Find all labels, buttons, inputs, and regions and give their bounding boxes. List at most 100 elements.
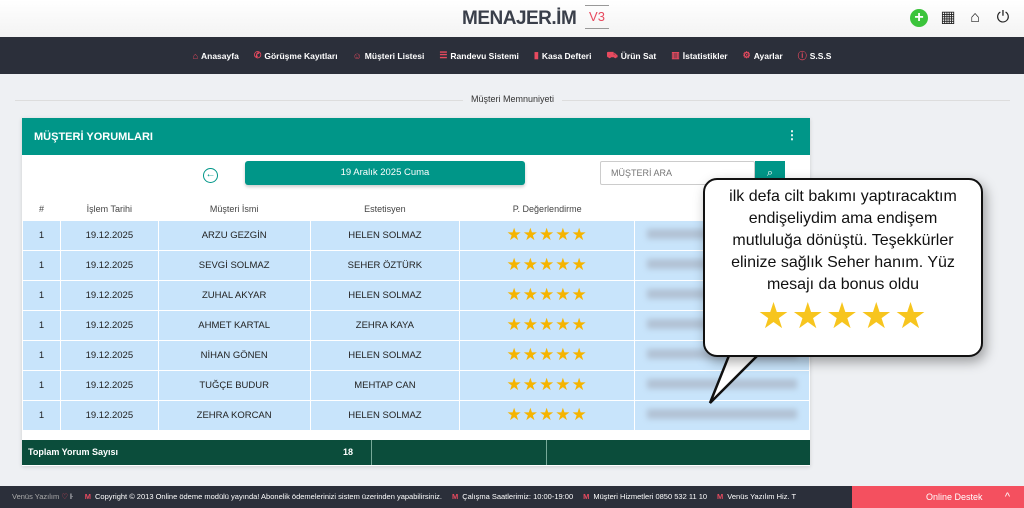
row-number: 1 [22, 219, 61, 251]
nav-label: Randevu Sistemi [450, 50, 519, 61]
footer-ticker: Venüs Yazılım ♡ ŀ M Copyright © 2013 Onli… [0, 486, 1024, 508]
table-row[interactable]: 1 19.12.2025 NİHAN GÖNEN HELEN SOLMAZ ★★★★★ [22, 339, 810, 371]
bubble-rating-stars: ★★★★★ [757, 295, 929, 336]
footer-item: Venüs Yazılım Hiz. T [727, 492, 797, 501]
rating-stars: ★★★★★ [459, 369, 636, 401]
table-row[interactable]: 1 19.12.2025 ARZU GEZGİN HELEN SOLMAZ ★★★★★ [22, 219, 810, 251]
table-row[interactable]: 1 19.12.2025 SEVGİ SOLMAZ SEHER ÖZTÜRK ★★★★★ [22, 249, 810, 281]
nav-icon: ▥ [671, 50, 680, 60]
footer-logo-icon: M [451, 492, 459, 501]
online-support-button[interactable]: Online Destek ^ [852, 486, 1024, 508]
nav-item[interactable]: ☰ Randevu Sistemi [439, 50, 519, 61]
column-header[interactable]: Müşteri İsmi [209, 203, 259, 214]
date-button[interactable]: 19 Aralık 2025 Cuma [245, 161, 525, 185]
comment-cell [634, 399, 810, 431]
rating-stars: ★★★★★ [459, 399, 636, 431]
nav-item[interactable]: ⓘ S.S.S [798, 49, 832, 62]
footer-brand: Venüs Yazılım [12, 492, 60, 501]
nav-item[interactable]: ✆ Görüşme Kayıtları [254, 50, 338, 61]
staff-name: HELEN SOLMAZ [309, 399, 461, 431]
nav-icon: ⛟ [606, 49, 618, 60]
comment-bubble: ilk defa cilt bakımı yaptıracaktım endiş… [703, 178, 983, 357]
total-value: 18 [342, 447, 353, 457]
transaction-date: 19.12.2025 [59, 339, 159, 371]
customer-name: TUĞÇE BUDUR [157, 369, 311, 401]
table-row[interactable]: 1 19.12.2025 AHMET KARTAL ZEHRA KAYA ★★★★★ [22, 309, 810, 341]
section-title: Müşteri Memnuniyeti [463, 94, 563, 104]
staff-name: HELEN SOLMAZ [309, 219, 461, 251]
nav-item[interactable]: ⌂ Anasayfa [193, 51, 239, 61]
top-header: MENAJER.İM V3 + ▦ ⌂ ⏻ [0, 0, 1024, 37]
nav-item[interactable]: ▥ İstatistikler [671, 50, 727, 61]
nav-icon: ☰ [439, 50, 448, 60]
column-header[interactable]: # [38, 203, 44, 214]
nav-label: Anasayfa [201, 50, 239, 61]
chevron-up-icon: ^ [1004, 491, 1010, 503]
table-row[interactable]: 1 19.12.2025 TUĞÇE BUDUR MEHTAP CAN ★★★★★ [22, 369, 810, 401]
nav-label: Görüşme Kayıtları [264, 50, 338, 61]
power-icon[interactable]: ⏻ [996, 9, 1010, 26]
nav-item[interactable]: ▮ Kasa Defteri [534, 50, 592, 61]
section-header: Müşteri Memnuniyeti [15, 94, 1010, 106]
rating-stars: ★★★★★ [459, 339, 636, 371]
total-label: Toplam Yorum Sayısı [28, 447, 119, 457]
customer-name: NİHAN GÖNEN [157, 339, 311, 371]
row-number: 1 [22, 369, 61, 401]
footer-logo-icon: M [84, 492, 92, 501]
staff-name: ZEHRA KAYA [309, 309, 461, 341]
footer-item: Copyright © 2013 Online ödeme modülü yay… [95, 492, 442, 501]
card-title: MÜŞTERİ YORUMLARI [34, 131, 153, 143]
home-search-icon[interactable]: ⌂ [970, 9, 980, 26]
nav-item[interactable]: ☺ Müşteri Listesi [353, 51, 425, 61]
nav-icon: ⚙ [742, 50, 751, 60]
comments-table: # İşlem Tarihi Müşteri İsmi Estetisyen P. De… [22, 198, 810, 431]
customer-name: SEVGİ SOLMAZ [157, 249, 311, 281]
nav-icon: ▮ [533, 50, 539, 60]
footer-item: Çalışma Saatlerimiz: 10:00-19:00 [462, 492, 574, 501]
logo[interactable]: MENAJER.İM [462, 8, 577, 29]
customer-search-input[interactable] [600, 161, 755, 185]
footer-logo-icon: M [717, 492, 724, 501]
more-options-icon[interactable]: ⋮ [786, 128, 798, 142]
bubble-text: ilk defa cilt bakımı yaptıracaktım endiş… [729, 188, 957, 293]
online-support-label: Online Destek [926, 492, 983, 502]
transaction-date: 19.12.2025 [59, 279, 159, 311]
table-row[interactable]: 1 19.12.2025 ZUHAL AKYAR HELEN SOLMAZ ★★★★★ [22, 279, 810, 311]
rating-stars: ★★★★★ [459, 309, 636, 341]
version-badge: V3 [585, 5, 609, 29]
staff-name: SEHER ÖZTÜRK [309, 249, 461, 281]
nav-item[interactable]: ⚙ Ayarlar [743, 50, 783, 61]
comments-card: MÜŞTERİ YORUMLARI ⋮ ← 19 Aralık 2025 Cuma… [22, 118, 810, 466]
customer-name: ZUHAL AKYAR [157, 279, 311, 311]
nav-label: Ürün Sat [620, 50, 657, 61]
grid-icon[interactable]: ▦ [940, 9, 956, 26]
row-number: 1 [22, 279, 61, 311]
transaction-date: 19.12.2025 [59, 309, 159, 341]
nav-label: Müşteri Listesi [364, 50, 425, 61]
customer-name: ARZU GEZGİN [157, 219, 311, 251]
nav-icon: ✆ [253, 50, 262, 60]
row-number: 1 [22, 399, 61, 431]
staff-name: HELEN SOLMAZ [309, 279, 461, 311]
plus-circle-icon[interactable]: + [910, 9, 928, 27]
transaction-date: 19.12.2025 [59, 249, 159, 281]
rating-stars: ★★★★★ [459, 249, 636, 281]
transaction-date: 19.12.2025 [59, 369, 159, 401]
table-row[interactable]: 1 19.12.2025 ZEHRA KORCAN HELEN SOLMAZ ★★★★★ [22, 399, 810, 431]
nav-item[interactable]: ⛟ Ürün Sat [606, 50, 656, 62]
total-row: Toplam Yorum Sayısı 18 [22, 440, 810, 465]
staff-name: HELEN SOLMAZ [309, 339, 461, 371]
column-header[interactable]: İşlem Tarihi [86, 203, 133, 214]
previous-day-button[interactable]: ← [203, 168, 218, 183]
transaction-date: 19.12.2025 [59, 399, 159, 431]
card-header: MÜŞTERİ YORUMLARI ⋮ [22, 118, 810, 155]
transaction-date: 19.12.2025 [59, 219, 159, 251]
nav-icon: ⌂ [192, 50, 198, 61]
column-header[interactable]: Estetisyen [364, 203, 406, 214]
nav-label: S.S.S [809, 50, 832, 61]
nav-label: İstatistikler [682, 50, 728, 61]
footer-item: Müşteri Hizmetleri 0850 532 11 10 [593, 492, 708, 501]
staff-name: MEHTAP CAN [309, 369, 461, 401]
column-header[interactable]: P. Değerlendirme [512, 203, 582, 214]
rating-stars: ★★★★★ [459, 219, 636, 251]
